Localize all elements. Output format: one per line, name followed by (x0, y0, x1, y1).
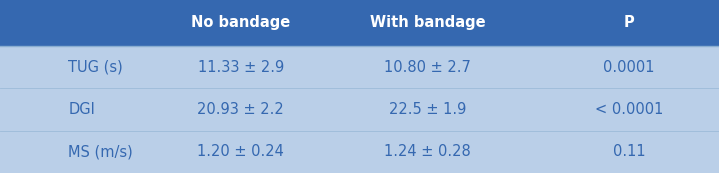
Text: P: P (624, 15, 634, 30)
Text: 0.11: 0.11 (613, 144, 646, 159)
Text: With bandage: With bandage (370, 15, 485, 30)
Text: DGI: DGI (68, 102, 95, 117)
Text: 10.80 ± 2.7: 10.80 ± 2.7 (385, 60, 471, 75)
Text: 11.33 ± 2.9: 11.33 ± 2.9 (198, 60, 284, 75)
Text: MS (m/s): MS (m/s) (68, 144, 133, 159)
Text: 1.20 ± 0.24: 1.20 ± 0.24 (198, 144, 284, 159)
Text: No bandage: No bandage (191, 15, 290, 30)
Text: 22.5 ± 1.9: 22.5 ± 1.9 (389, 102, 467, 117)
Text: < 0.0001: < 0.0001 (595, 102, 664, 117)
Text: 0.0001: 0.0001 (603, 60, 655, 75)
Text: TUG (s): TUG (s) (68, 60, 123, 75)
Text: 20.93 ± 2.2: 20.93 ± 2.2 (198, 102, 284, 117)
Text: 1.24 ± 0.28: 1.24 ± 0.28 (385, 144, 471, 159)
Bar (0, 0, 719, 46)
